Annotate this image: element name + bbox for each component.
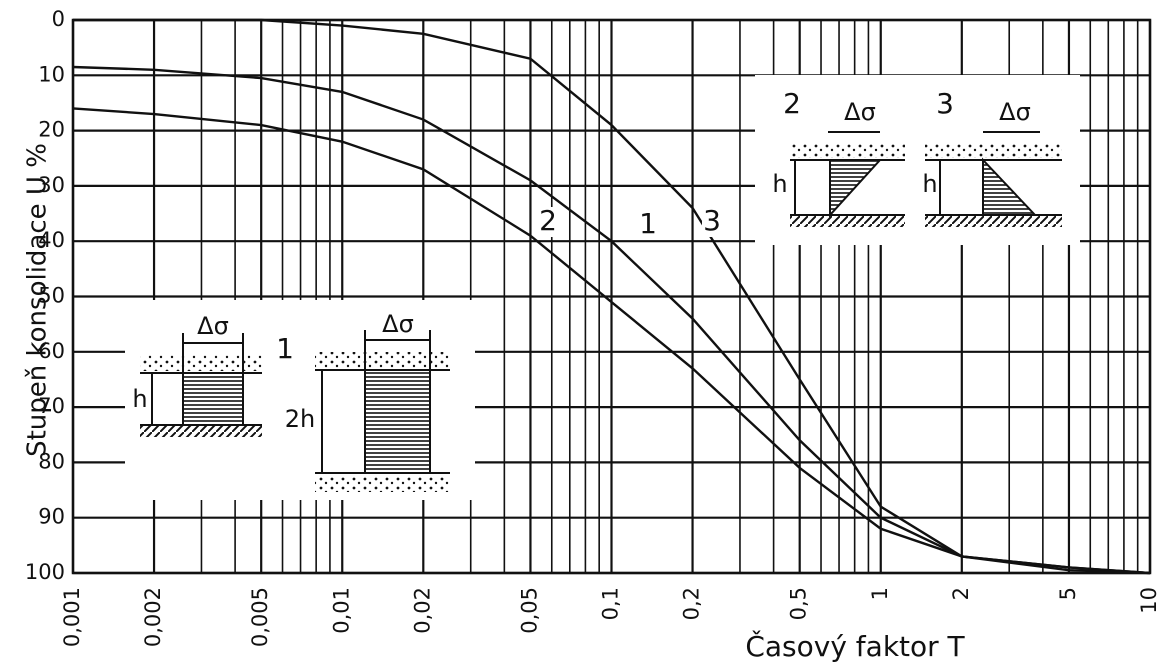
- soil-dots: [925, 143, 1062, 158]
- curve-label: 3: [703, 204, 721, 237]
- load-block: [365, 370, 430, 473]
- y-tick-label: 100: [25, 560, 65, 584]
- x-tick-label: 10: [1137, 587, 1161, 614]
- x-tick-label: 0,001: [60, 587, 84, 647]
- curve-label: 2: [539, 204, 557, 237]
- load-label: Δσ: [197, 312, 229, 340]
- height-label: h: [772, 170, 787, 198]
- x-tick-label: 0,01: [329, 587, 353, 634]
- case-label: 3: [936, 87, 954, 120]
- x-axis-label: Časový faktor T: [745, 629, 965, 663]
- x-tick-label: 0,1: [599, 587, 623, 620]
- y-tick-label: 20: [38, 118, 65, 142]
- x-tick-label: 0,05: [517, 587, 541, 634]
- load-label: Δσ: [999, 98, 1031, 126]
- inset-1: Δσ h 1 Δσ 2h: [125, 300, 475, 500]
- ground-hatch: [790, 215, 905, 227]
- soil-dots: [790, 143, 905, 158]
- load-label: Δσ: [382, 310, 414, 338]
- y-tick-label: 10: [38, 62, 65, 86]
- y-tick-label: 0: [52, 7, 65, 31]
- height-label: h: [922, 170, 937, 198]
- x-tick-label: 0,2: [680, 587, 704, 620]
- x-tick-label: 1: [868, 587, 892, 600]
- chart: 0,001 0,002 0,005 0,01 0,02 0,05 0,1 0,2 0,5 1 2 5 1…: [0, 0, 1165, 669]
- case-label: 1: [276, 332, 294, 365]
- y-tick-label: 90: [38, 505, 65, 529]
- y-axis-label: Stupeň konsolidace U %: [23, 143, 53, 457]
- soil-dots: [315, 476, 450, 492]
- height-label: 2h: [285, 405, 315, 433]
- x-tick-label: 0,005: [248, 587, 272, 647]
- height-label: h: [132, 385, 147, 413]
- x-tick-label: 5: [1056, 587, 1080, 600]
- ground-hatch: [140, 425, 262, 437]
- inset-2: 2 Δσ h 3 Δσ h: [755, 75, 1080, 245]
- x-tick-label: 0,5: [787, 587, 811, 620]
- curve-label: 1: [639, 207, 657, 240]
- load-block: [183, 373, 243, 425]
- x-tick-label: 0,002: [141, 587, 165, 647]
- case-label: 2: [783, 87, 801, 120]
- x-tick-label: 2: [949, 587, 973, 600]
- ground-hatch: [925, 215, 1062, 227]
- load-label: Δσ: [844, 98, 876, 126]
- x-tick-label: 0,02: [410, 587, 434, 634]
